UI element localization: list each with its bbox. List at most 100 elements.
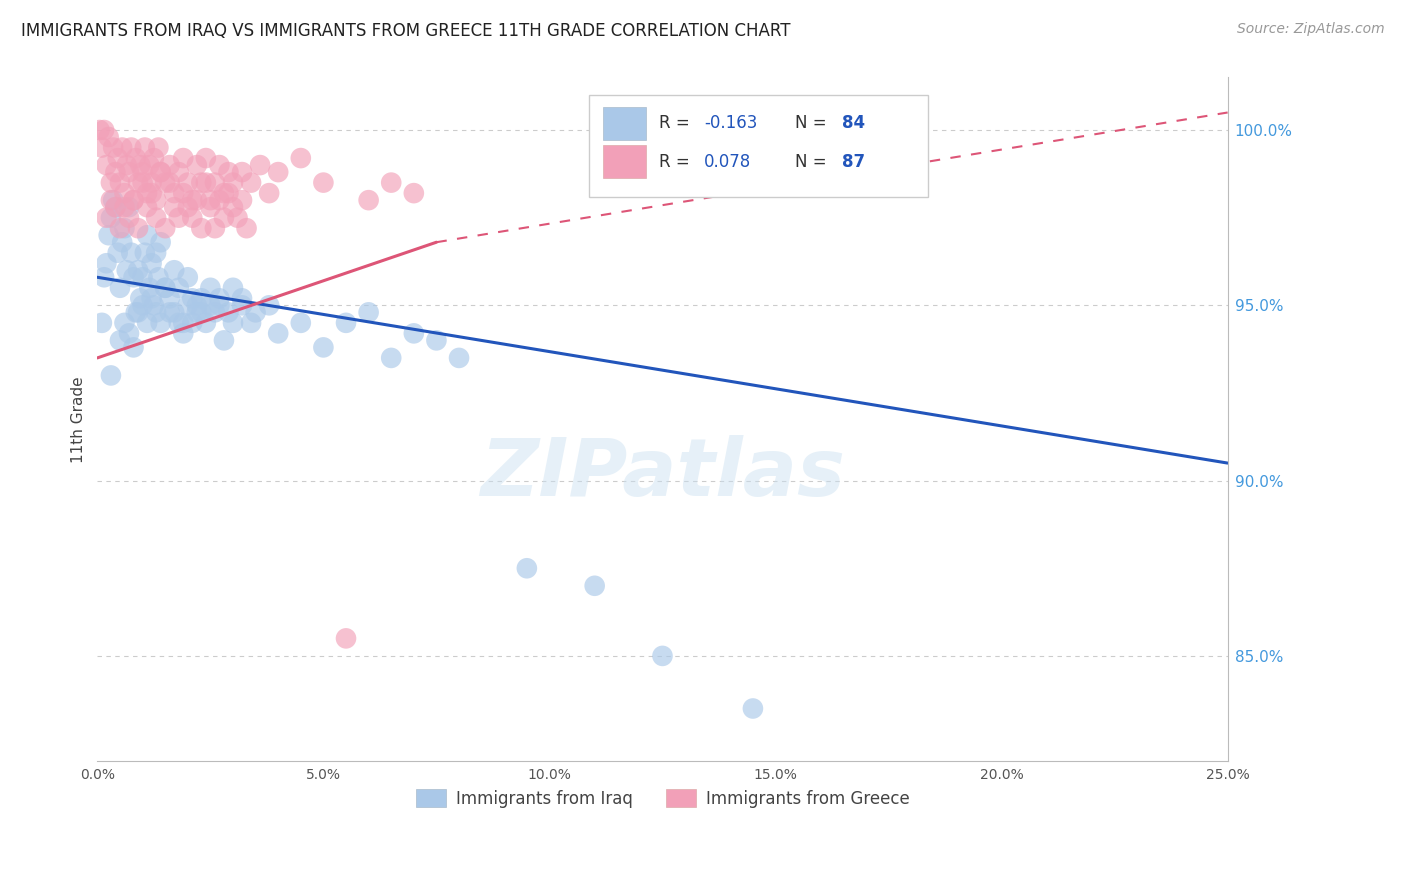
Point [200, 200, 222, 214]
Text: R =: R = [659, 153, 695, 170]
Point [90, 140, 112, 154]
Point [190, 305, 212, 319]
Point [149, 165, 172, 179]
Point [181, 316, 204, 330]
Point [142, 298, 165, 312]
Point [127, 305, 149, 319]
Point [177, 176, 200, 190]
Text: 87: 87 [842, 153, 865, 170]
Point [114, 316, 136, 330]
Point [114, 186, 136, 201]
Point [159, 305, 181, 319]
Point [190, 221, 212, 235]
Point [186, 158, 208, 172]
Legend: Immigrants from Iraq, Immigrants from Greece: Immigrants from Iraq, Immigrants from Gr… [409, 783, 917, 814]
Bar [603, 145, 645, 178]
Point [101, 140, 124, 154]
Point [136, 186, 159, 201]
Point [153, 221, 176, 235]
Point [186, 298, 208, 312]
Point [100, 193, 122, 207]
Point [127, 263, 149, 277]
Point [245, 305, 267, 319]
Point [200, 281, 222, 295]
Point [118, 211, 141, 225]
Point [167, 165, 190, 179]
Point [145, 305, 167, 319]
Point [153, 281, 176, 295]
Point [222, 281, 245, 295]
Point [141, 256, 163, 270]
Point [145, 211, 167, 225]
Y-axis label: 11th Grade: 11th Grade [72, 376, 86, 463]
Point [131, 270, 153, 285]
Point [217, 165, 239, 179]
Point [190, 176, 212, 190]
Point [357, 305, 380, 319]
Point [290, 316, 312, 330]
Point [235, 221, 257, 235]
Point [136, 316, 159, 330]
Point [127, 221, 149, 235]
Point [122, 340, 145, 354]
Point [177, 298, 200, 312]
Point [145, 193, 167, 207]
Point [131, 165, 153, 179]
Point [131, 176, 153, 190]
Point [149, 235, 172, 250]
Point [134, 245, 156, 260]
Point [204, 305, 226, 319]
Point [118, 200, 141, 214]
Point [208, 193, 231, 207]
Point [153, 281, 176, 295]
Point [104, 165, 127, 179]
Point [177, 270, 200, 285]
Text: ZIPatlas: ZIPatlas [479, 435, 845, 513]
Point [96, 256, 118, 270]
Point [186, 193, 208, 207]
Point [122, 193, 145, 207]
Point [148, 270, 170, 285]
Point [212, 186, 235, 201]
Point [114, 200, 136, 214]
Point [129, 158, 152, 172]
Point [159, 158, 181, 172]
Point [208, 291, 231, 305]
Point [217, 186, 239, 201]
Point [222, 316, 245, 330]
Point [267, 165, 290, 179]
Point [120, 245, 142, 260]
Point [136, 228, 159, 243]
Bar [603, 107, 645, 140]
Point [222, 200, 245, 214]
Point [108, 176, 131, 190]
Point [583, 579, 606, 593]
Point [402, 186, 425, 201]
Point [122, 270, 145, 285]
Point [163, 305, 186, 319]
Bar [589, 95, 928, 197]
Point [177, 200, 200, 214]
Point [425, 334, 447, 348]
Point [100, 211, 122, 225]
Point [104, 200, 127, 214]
Point [231, 165, 253, 179]
Point [204, 221, 226, 235]
Point [108, 221, 131, 235]
Point [312, 340, 335, 354]
Point [240, 176, 263, 190]
Point [267, 326, 290, 341]
Point [131, 298, 153, 312]
Point [172, 316, 194, 330]
Point [257, 298, 280, 312]
Point [181, 291, 204, 305]
Point [181, 211, 204, 225]
Point [115, 263, 138, 277]
Point [217, 305, 239, 319]
Point [208, 158, 231, 172]
Point [172, 326, 194, 341]
Point [149, 316, 172, 330]
Point [96, 211, 118, 225]
Text: 0.078: 0.078 [704, 153, 752, 170]
Point [149, 165, 172, 179]
